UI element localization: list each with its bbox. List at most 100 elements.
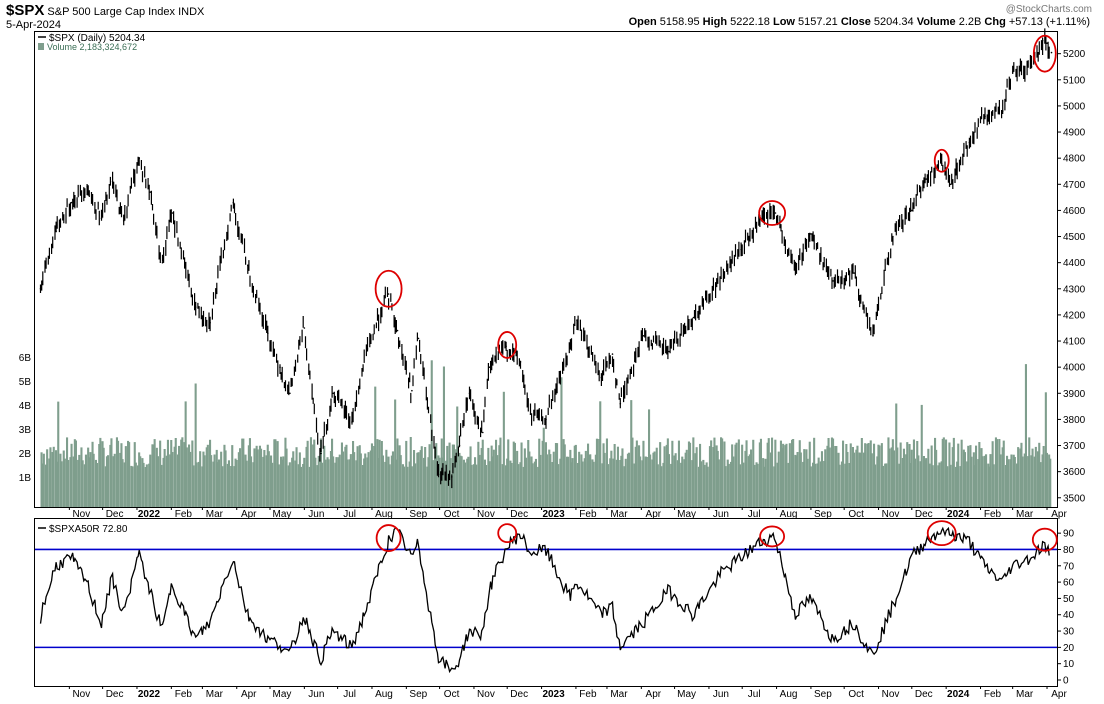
volume-bar (399, 455, 402, 507)
price-high-circle (374, 269, 403, 308)
volume-bar (234, 458, 237, 507)
volume-bar (123, 462, 126, 507)
volume-bar (505, 465, 508, 507)
price-y-tick-label: 4400 (1063, 258, 1086, 269)
volume-bar (848, 463, 851, 507)
chg-value: +57.13 (+1.11%) (1008, 16, 1090, 28)
volume-bar (655, 447, 658, 507)
volume-bar (282, 456, 285, 507)
volume-bar (77, 459, 80, 507)
price-point (267, 332, 269, 335)
volume-bar (466, 458, 469, 507)
x-tick-label: Dec (106, 509, 124, 520)
volume-bar (942, 437, 945, 507)
volume-bar (223, 444, 226, 507)
volume-bar (577, 463, 580, 507)
volume-bar (695, 447, 698, 507)
volume-bar (752, 439, 755, 507)
volume-bar (63, 458, 66, 507)
volume-bar (1023, 453, 1026, 507)
volume-bar (589, 454, 592, 507)
volume-bar (178, 445, 181, 507)
volume-bar (846, 452, 849, 507)
volume-bar (478, 454, 481, 507)
volume-bar (512, 441, 515, 507)
volume-bar (523, 448, 526, 507)
volume-bar (957, 443, 960, 507)
volume-bar (663, 446, 666, 507)
volume-bar (673, 455, 676, 507)
volume-bar (541, 440, 544, 507)
volume-bar (265, 455, 268, 507)
volume-bar (48, 458, 51, 507)
volume-bar (60, 461, 63, 507)
volume-bar (533, 461, 536, 507)
volume-bar (659, 442, 662, 507)
volume-bar (163, 449, 166, 507)
volume-bar (455, 449, 458, 507)
price-y-tick-label: 4800 (1063, 154, 1086, 165)
volume-bar (277, 464, 280, 507)
x-tick-label: Oct (444, 689, 460, 700)
volume-bar (683, 459, 686, 507)
volume-bar (115, 437, 118, 507)
volume-bar (142, 462, 145, 507)
volume-bar (999, 454, 1002, 507)
volume-bar (481, 439, 484, 507)
indicator-y-tick-label: 50 (1063, 594, 1075, 605)
volume-bar (87, 447, 90, 507)
volume-bar (202, 451, 205, 507)
low-label: Low (772, 16, 795, 28)
indicator-peak-circle (497, 523, 518, 544)
x-tick-label: Dec (106, 689, 124, 700)
volume-bar (806, 458, 809, 507)
volume-bar (510, 463, 513, 507)
price-point (320, 452, 322, 455)
volume-bar (812, 462, 815, 507)
volume-bar (141, 458, 144, 507)
volume-bar (788, 443, 791, 507)
x-tick-label: Feb (579, 509, 597, 520)
volume-bar (741, 444, 744, 507)
volume-bar (557, 464, 560, 507)
volume-bar (851, 447, 854, 507)
volume-bar (51, 452, 54, 507)
x-tick-label: Dec (510, 509, 528, 520)
volume-bar (188, 444, 191, 507)
volume-bar (160, 464, 163, 507)
volume-bar (731, 444, 734, 507)
volume-bar (583, 458, 586, 507)
volume-bar (1020, 442, 1023, 507)
volume-bar (612, 458, 615, 507)
volume-bar (458, 452, 461, 507)
volume-bar (213, 454, 216, 507)
volume-bar (426, 466, 429, 507)
volume-bar (652, 452, 655, 507)
price-point (569, 348, 572, 350)
volume-bar (152, 444, 155, 507)
volume-bar (156, 456, 159, 507)
volume-bar (916, 441, 919, 507)
volume-bar (814, 463, 817, 507)
price-y-tick-label: 5100 (1063, 75, 1086, 86)
volume-bar (337, 457, 340, 507)
volume-bar (252, 462, 255, 507)
volume-bar (256, 449, 259, 507)
volume-bar (67, 460, 70, 507)
price-point (720, 277, 722, 280)
volume-bar (601, 463, 604, 507)
volume-bar (487, 447, 490, 507)
x-tick-label: Nov (72, 509, 90, 520)
price-series (39, 28, 1053, 489)
volume-bar (248, 438, 251, 507)
price-y-tick-label: 5000 (1063, 101, 1086, 112)
x-tick-label: May (273, 689, 292, 700)
volume-bar (299, 466, 302, 507)
volume-y-tick-label: 4B (19, 401, 32, 412)
volume-bar (887, 437, 890, 507)
volume-bar (578, 451, 581, 507)
volume-bar (940, 461, 943, 507)
volume-bar (258, 445, 261, 507)
volume-bars (40, 360, 1052, 507)
volume-bar (499, 437, 502, 507)
